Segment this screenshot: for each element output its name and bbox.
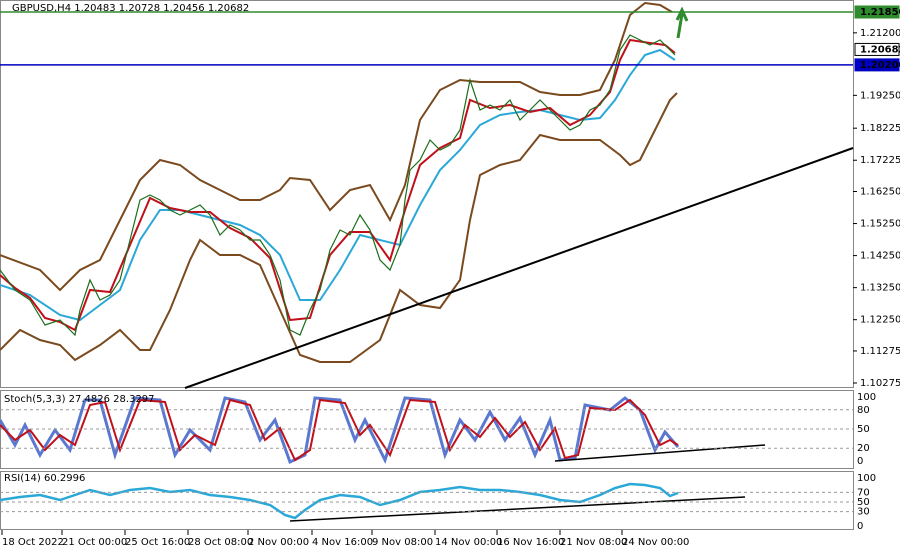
level-box	[854, 42, 900, 56]
level-box	[854, 5, 900, 19]
time-label: 2 Nov 00:00	[248, 537, 309, 548]
indicator-tick: 30	[857, 507, 870, 518]
indicator-tick: 50	[857, 497, 870, 508]
time-label: 25 Oct 16:00	[125, 537, 190, 548]
indicator-tick: 70	[857, 487, 870, 498]
stoch-title: Stoch(5,3,3) 27.4826 28.3297	[4, 394, 155, 405]
time-label: 9 Nov 08:00	[372, 537, 433, 548]
time-label: 21 Oct 00:00	[62, 537, 127, 548]
price-label: 1.11275	[860, 346, 900, 357]
level-box	[854, 58, 900, 72]
price-label: 1.13250	[860, 283, 900, 294]
indicator-tick: 50	[857, 424, 870, 435]
fast-ma	[0, 38, 676, 332]
price-label: 1.10275	[860, 378, 900, 389]
price-label: 1.14250	[860, 251, 900, 262]
up-arrow	[675, 6, 689, 39]
rsi-trend	[289, 496, 746, 522]
rsi-title: RSI(14) 60.2996	[4, 473, 85, 484]
rsi-panel	[0, 471, 854, 530]
level-label: 1.20200	[860, 60, 900, 71]
price-label: 1.21200	[860, 28, 900, 39]
bollinger-lower	[0, 92, 678, 363]
time-label: 16 Nov 16:00	[497, 537, 564, 548]
indicator-tick: 100	[857, 473, 876, 484]
price-label: 1.18225	[860, 123, 900, 134]
indicator-tick: 20	[857, 443, 870, 454]
candles	[0, 34, 676, 337]
trend-line	[184, 147, 854, 389]
time-label: 28 Oct 08:00	[188, 537, 253, 548]
price-label: 1.19250	[860, 90, 900, 101]
indicator-tick: 0	[857, 456, 863, 467]
stoch-trend	[554, 444, 766, 462]
indicator-tick: 80	[857, 405, 870, 416]
level-label: 1.20682	[860, 44, 900, 55]
header: GBPUSD,H4 1.20483 1.20728 1.20456 1.2068…	[12, 3, 249, 14]
slow-ma	[0, 48, 676, 322]
indicator-tick: 0	[857, 521, 863, 532]
time-label: 24 Nov 00:00	[622, 537, 689, 548]
stoch-main	[0, 396, 680, 465]
time-label: 18 Oct 2022	[2, 537, 64, 548]
stoch-signal	[0, 398, 679, 462]
bollinger-upper	[0, 1, 673, 292]
rsi-line	[0, 482, 679, 520]
level-label: 1.21850	[860, 7, 900, 18]
indicator-tick: 100	[857, 392, 876, 403]
time-label: 14 Nov 00:00	[435, 537, 502, 548]
time-label: 4 Nov 16:00	[312, 537, 373, 548]
price-label: 1.12250	[860, 315, 900, 326]
price-label: 1.15250	[860, 219, 900, 230]
time-label: 21 Nov 08:00	[560, 537, 627, 548]
price-label: 1.16250	[860, 186, 900, 197]
price-label: 1.17225	[860, 155, 900, 166]
